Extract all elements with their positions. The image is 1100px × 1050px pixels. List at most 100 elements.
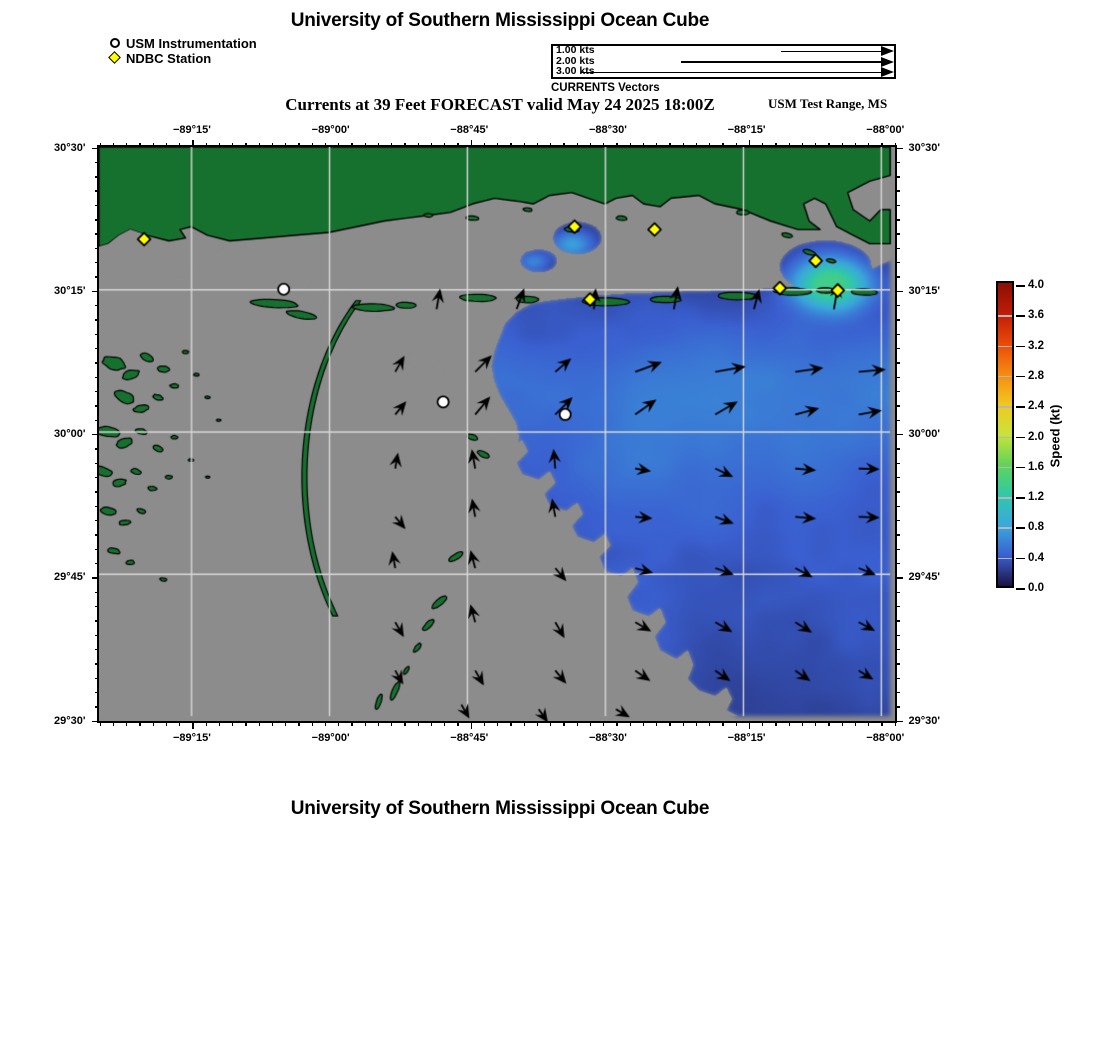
x-axis-tick [550, 721, 552, 726]
colorbar-separator [998, 497, 1012, 499]
vector-key-label-1: 1.00 kts [556, 44, 595, 56]
y-axis-tick [895, 577, 903, 579]
y-axis-tick [94, 376, 99, 379]
y-axis-tick [895, 176, 900, 178]
x-axis-tick [656, 721, 658, 726]
colorbar-tick-label: 3.6 [1028, 309, 1044, 322]
x-axis-tick [629, 721, 631, 726]
y-axis-tick [94, 319, 99, 321]
y-axis-tick [94, 176, 99, 178]
colorbar-tick-label: 2.8 [1028, 369, 1044, 382]
x-axis-tick [351, 142, 353, 147]
y-axis-tick [895, 319, 900, 321]
y-axis-tick [94, 247, 99, 250]
y-axis-tick [94, 233, 99, 235]
x-axis-tick [735, 721, 737, 726]
x-axis-tick [815, 142, 817, 147]
x-axis-tick [523, 142, 525, 147]
x-axis-label: −88°45' [450, 731, 489, 744]
y-axis-label: 30°30' [54, 141, 86, 154]
x-axis-label: −89°00' [311, 731, 350, 744]
x-axis-tick [99, 142, 101, 147]
x-axis-tick [285, 721, 287, 726]
x-axis-tick [338, 721, 340, 726]
x-axis-tick [709, 721, 711, 726]
x-axis-tick [99, 721, 101, 726]
x-axis-tick [762, 142, 764, 147]
x-axis-tick [139, 142, 141, 147]
y-axis-tick [94, 391, 99, 393]
y-axis-tick [895, 419, 900, 422]
y-axis-tick [91, 720, 99, 722]
y-axis-tick [94, 677, 99, 679]
x-axis-tick [351, 721, 353, 726]
colorbar-tick [1016, 466, 1025, 469]
x-axis-tick [311, 142, 313, 147]
x-axis-tick [510, 142, 512, 147]
y-axis-label: 29°30' [908, 714, 941, 727]
y-axis-tick [895, 519, 900, 522]
x-axis-tick [576, 142, 578, 147]
x-axis-tick [179, 142, 181, 147]
x-axis-tick [497, 721, 499, 726]
x-axis-tick [285, 142, 287, 147]
colorbar-tick [1016, 436, 1025, 439]
vector-key-label-3: 3.00 kts [556, 65, 595, 77]
x-axis-label: −89°00' [311, 123, 350, 136]
map-canvas[interactable] [99, 147, 895, 721]
x-axis-tick [377, 142, 380, 147]
y-axis-tick [895, 276, 900, 278]
y-axis-tick [895, 204, 900, 207]
y-axis-tick [895, 620, 900, 622]
colorbar-tick-label: 1.6 [1028, 460, 1044, 473]
map-frame[interactable] [97, 145, 897, 723]
y-axis-tick [94, 605, 99, 608]
y-axis-label: 29°30' [54, 714, 86, 727]
x-axis-tick [748, 721, 751, 729]
x-axis-tick [245, 142, 247, 147]
x-axis-tick [669, 142, 671, 147]
y-axis-tick [895, 591, 900, 593]
x-axis-tick [682, 721, 684, 726]
arrowhead-icon [881, 56, 894, 67]
y-axis-tick [895, 706, 900, 708]
y-axis-tick [895, 434, 903, 436]
y-axis-tick [94, 548, 99, 550]
y-axis-tick [895, 376, 900, 379]
y-axis-tick [94, 491, 99, 493]
x-axis-tick [417, 142, 419, 147]
x-axis-tick [444, 142, 446, 147]
colorbar-tick-label: 1.2 [1028, 491, 1044, 504]
x-axis-tick [576, 721, 578, 726]
x-axis-tick [828, 142, 830, 147]
x-axis-tick [801, 721, 804, 726]
y-axis-label: 30°00' [54, 428, 86, 440]
y-axis-tick [895, 448, 900, 450]
x-axis-tick [682, 142, 684, 147]
y-axis-label: 29°45' [908, 571, 941, 584]
x-axis-label: −89°15' [172, 123, 211, 136]
x-axis-tick [165, 142, 168, 147]
colorbar-group: 0.0 0.4 0.8 1.2 1.6 2.0 2.4 2.8 3.2 3.6 4.0 [996, 279, 1044, 594]
legend-label-usm: USM Instrumentation [126, 36, 257, 51]
x-axis-tick [788, 721, 790, 726]
y-axis-tick [94, 419, 99, 422]
y-axis-tick [94, 204, 99, 207]
x-axis-tick [258, 142, 260, 147]
x-axis-tick [695, 721, 698, 726]
x-axis-tick [470, 721, 472, 729]
x-axis-tick [152, 142, 154, 147]
vector-key-label-2: 2.00 kts [556, 54, 595, 67]
x-axis-tick [232, 721, 234, 726]
arrowhead-icon [881, 46, 894, 56]
legend-item-usm-instrumentation: USM Instrumentation [108, 36, 257, 51]
colorbar-separator [998, 557, 1012, 560]
x-axis-label: −88°45' [450, 123, 489, 136]
x-axis-tick [271, 142, 274, 147]
y-axis-label: 30°30' [908, 141, 941, 154]
x-axis-tick [775, 721, 777, 726]
y-axis-label: 29°45' [54, 571, 86, 584]
colorbar-tick [1016, 557, 1025, 560]
x-axis-tick [430, 142, 433, 147]
x-axis-tick [430, 721, 433, 726]
